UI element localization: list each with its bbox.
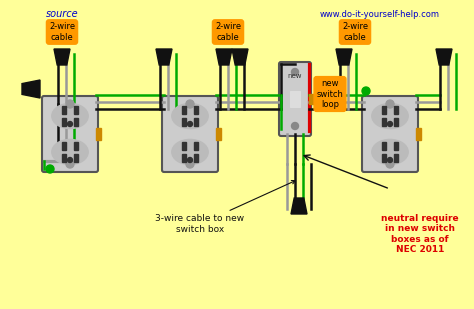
Polygon shape <box>436 49 452 65</box>
Text: new
switch
loop: new switch loop <box>317 79 344 109</box>
Bar <box>194 118 198 126</box>
Polygon shape <box>216 49 232 65</box>
Polygon shape <box>156 49 172 65</box>
Bar <box>290 91 300 107</box>
Text: www.do-it-yourself-help.com: www.do-it-yourself-help.com <box>320 10 440 19</box>
Ellipse shape <box>67 121 73 126</box>
Bar <box>194 154 198 162</box>
Bar <box>74 154 78 162</box>
Polygon shape <box>336 49 352 65</box>
Text: 3-wire cable to new
switch box: 3-wire cable to new switch box <box>155 180 295 234</box>
Circle shape <box>186 160 194 168</box>
Circle shape <box>362 87 370 95</box>
Ellipse shape <box>388 158 392 163</box>
Text: 2-wire
cable: 2-wire cable <box>215 22 241 42</box>
Polygon shape <box>22 80 40 98</box>
Bar <box>62 106 66 114</box>
Bar <box>394 154 398 162</box>
Text: neutral require
in new switch
boxes as of
NEC 2011: neutral require in new switch boxes as o… <box>381 214 459 254</box>
Bar <box>62 154 66 162</box>
Bar <box>194 106 198 114</box>
Bar <box>182 118 186 126</box>
Ellipse shape <box>52 104 88 129</box>
Bar <box>394 118 398 126</box>
FancyBboxPatch shape <box>162 96 218 172</box>
Bar <box>182 154 186 162</box>
Bar <box>182 106 186 114</box>
Bar <box>382 142 386 150</box>
Bar <box>394 106 398 114</box>
Circle shape <box>292 69 299 75</box>
Circle shape <box>66 160 74 168</box>
Ellipse shape <box>188 158 192 163</box>
Bar <box>382 118 386 126</box>
FancyBboxPatch shape <box>279 62 311 136</box>
Circle shape <box>386 100 394 108</box>
FancyBboxPatch shape <box>42 96 98 172</box>
Circle shape <box>386 160 394 168</box>
Bar <box>62 142 66 150</box>
Ellipse shape <box>188 121 192 126</box>
Bar <box>74 118 78 126</box>
Text: 2-wire
cable: 2-wire cable <box>49 22 75 42</box>
Ellipse shape <box>172 139 208 165</box>
FancyBboxPatch shape <box>362 96 418 172</box>
Bar <box>382 154 386 162</box>
Bar <box>182 142 186 150</box>
Polygon shape <box>54 49 70 65</box>
Ellipse shape <box>372 139 408 165</box>
Circle shape <box>46 165 54 173</box>
Ellipse shape <box>172 104 208 129</box>
Ellipse shape <box>67 158 73 163</box>
Circle shape <box>292 122 299 129</box>
Ellipse shape <box>52 139 88 165</box>
Text: new: new <box>288 73 302 79</box>
Text: 2-wire
cable: 2-wire cable <box>342 22 368 42</box>
Circle shape <box>186 100 194 108</box>
Bar <box>194 142 198 150</box>
Bar <box>382 106 386 114</box>
Bar <box>74 142 78 150</box>
Bar <box>216 128 221 140</box>
Circle shape <box>66 100 74 108</box>
Bar <box>309 94 314 104</box>
Ellipse shape <box>388 121 392 126</box>
Bar <box>96 128 101 140</box>
Bar <box>394 142 398 150</box>
Ellipse shape <box>372 104 408 129</box>
Polygon shape <box>232 49 248 65</box>
Bar <box>62 118 66 126</box>
Text: source: source <box>46 9 78 19</box>
Bar <box>74 106 78 114</box>
Polygon shape <box>291 198 307 214</box>
Bar <box>416 128 421 140</box>
